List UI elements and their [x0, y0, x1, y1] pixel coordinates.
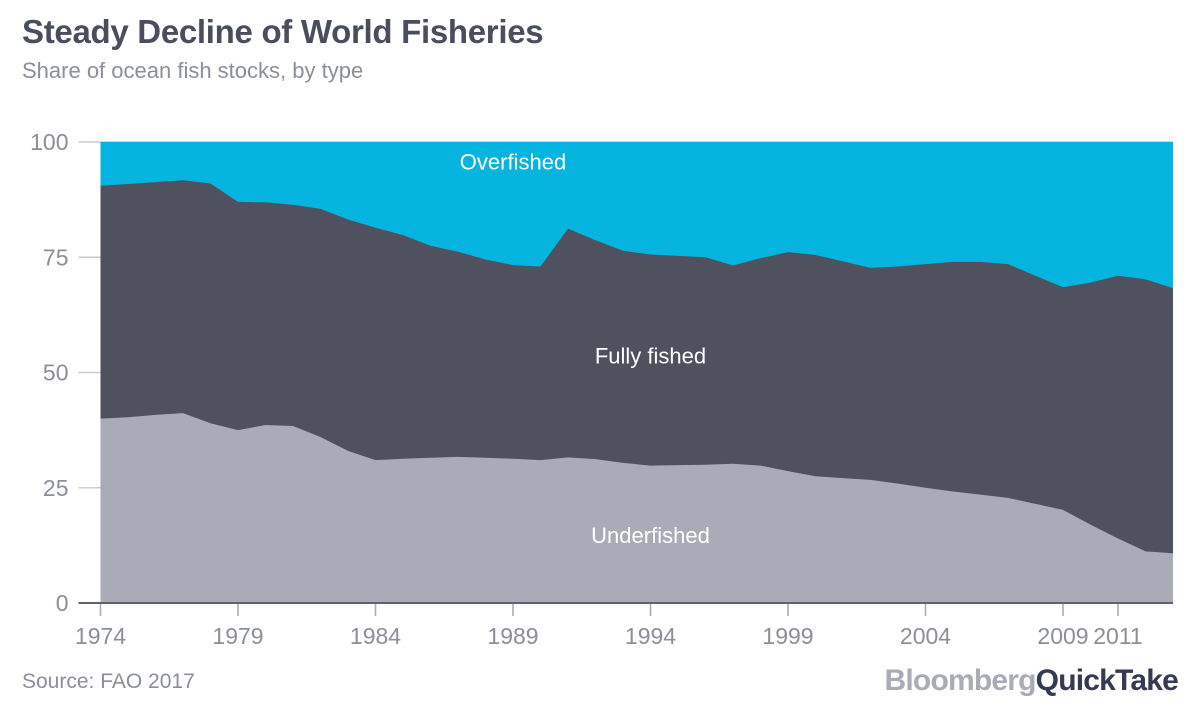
x-axis-label-2009: 2009: [1037, 623, 1088, 649]
page-subtitle: Share of ocean fish stocks, by type: [22, 58, 364, 83]
brand-logo: BloombergQuickTake: [884, 664, 1179, 698]
x-axis-label-1974: 1974: [75, 623, 126, 649]
y-axis-label-25: 25: [43, 475, 69, 501]
brand-bloomberg-text: Bloomberg: [884, 664, 1037, 697]
x-axis-label-2011: 2011: [1093, 623, 1142, 649]
y-axis-label-0: 0: [56, 590, 69, 616]
y-axis-label-50: 50: [43, 360, 69, 386]
x-axis-label-1979: 1979: [212, 623, 263, 649]
series-labels: Underfished Fully fished Overfished: [460, 150, 710, 548]
y-axis-label-75: 75: [43, 244, 69, 270]
chart-header: Steady Decline of World Fisheries Share …: [22, 12, 1172, 86]
series-label-underfished: Underfished: [591, 523, 710, 548]
source-note: Source: FAO 2017: [22, 670, 195, 693]
page-title: Steady Decline of World Fisheries: [22, 13, 544, 50]
brand-quicktake-text: QuickTake: [1035, 664, 1179, 697]
x-axis-ticks: 1974 1979 1984 1989 1994 1999 2004 2009 2011: [75, 603, 1143, 649]
area-series-group: [100, 142, 1173, 603]
x-axis-label-1989: 1989: [487, 623, 538, 649]
y-axis-ticks: 0 25 50 75 100: [30, 129, 68, 616]
x-axis-label-1984: 1984: [350, 623, 401, 649]
chart-footer: Source: FAO 2017 BloombergQuickTake: [0, 660, 1200, 718]
series-label-fully-fished: Fully fished: [595, 343, 706, 368]
x-axis-label-1994: 1994: [625, 623, 676, 649]
x-axis-label-2004: 2004: [900, 623, 951, 649]
y-axis-label-100: 100: [30, 129, 68, 155]
x-axis-label-1999: 1999: [762, 623, 813, 649]
series-label-overfished: Overfished: [460, 150, 566, 175]
area-series-underfished: [100, 413, 1173, 603]
